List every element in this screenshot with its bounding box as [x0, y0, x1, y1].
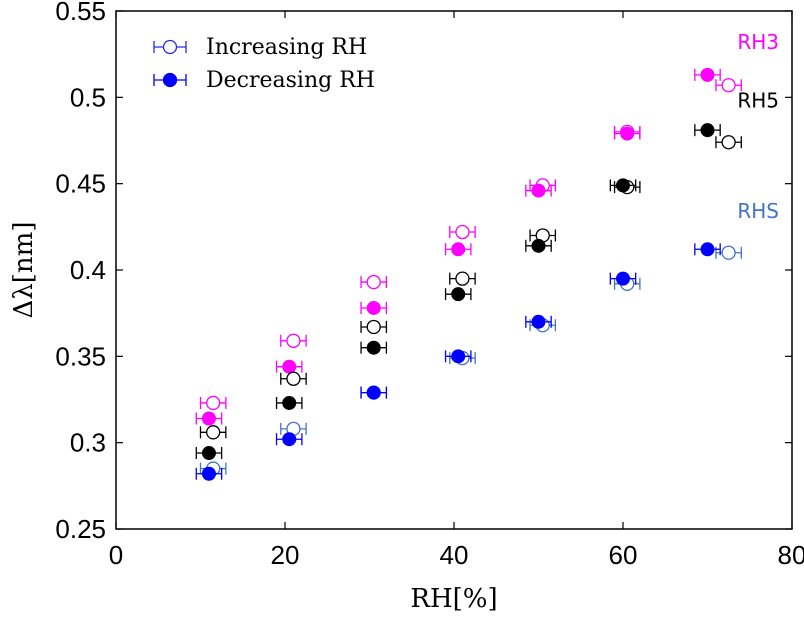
x-tick-label: 0 — [109, 540, 123, 570]
rh5-increasing-point — [206, 425, 221, 440]
series-annotations: RH3 RH5 RHS — [737, 30, 779, 223]
y-tick-label: 0.4 — [70, 255, 106, 285]
y-tick-label: 0.5 — [70, 82, 106, 112]
x-axis-label: RH[%] — [410, 584, 497, 614]
legend: Increasing RH Decreasing RH — [153, 35, 375, 93]
rh5-decreasing-point — [700, 123, 715, 138]
y-tick-label: 0.3 — [70, 428, 106, 458]
rh3-decreasing-point — [366, 300, 381, 315]
rh3-increasing-point — [206, 395, 221, 411]
rh5-decreasing-point — [201, 446, 216, 461]
y-tick-label: 0.55 — [55, 0, 106, 26]
rh3-decreasing-point — [451, 242, 466, 257]
rh3-increasing-point — [366, 274, 381, 290]
rhs-increasing-point — [721, 245, 736, 260]
data-marks — [195, 67, 742, 481]
rh3-decreasing-point — [620, 126, 635, 141]
rh5-decreasing-point — [451, 287, 466, 302]
legend-marker — [162, 39, 178, 55]
rhs-decreasing-point — [700, 242, 715, 257]
rh5-increasing-point — [366, 319, 381, 335]
x-tick-label: 40 — [440, 540, 469, 570]
series-tag-rh3: RH3 — [737, 30, 779, 54]
rh3-decreasing-point — [282, 359, 297, 374]
y-axis-label: Δλ[nm] — [9, 222, 39, 319]
rhs-decreasing-point — [366, 385, 381, 400]
rhs-decreasing-point — [616, 271, 630, 286]
rhs-decreasing-point — [451, 349, 466, 364]
x-tick-label: 60 — [609, 540, 638, 570]
rhs-decreasing-point — [531, 314, 546, 329]
rh5-decreasing-point — [531, 238, 546, 253]
rh3-increasing-point — [286, 333, 301, 348]
rh5-decreasing-point — [616, 178, 630, 193]
rh3-increasing-point — [721, 78, 736, 93]
rhs-decreasing-point — [282, 432, 297, 447]
y-tick-label: 0.35 — [55, 341, 106, 371]
series-tag-rh5: RH5 — [737, 89, 779, 113]
x-tick-label: 20 — [271, 540, 300, 570]
legend-label: Decreasing RH — [206, 68, 375, 93]
rh3-decreasing-point — [700, 67, 715, 82]
axis-ticks: 0 20 40 60 80 0.25 0.3 0.35 0.4 0.45 0.5 0.55 — [55, 0, 804, 570]
rh5-increasing-point — [286, 371, 301, 386]
y-tick-label: 0.45 — [55, 169, 106, 199]
rh5-decreasing-point — [282, 395, 297, 410]
rh3-increasing-point — [455, 224, 470, 240]
rhs-decreasing-point — [201, 466, 216, 481]
series-tag-rhs: RHS — [737, 199, 779, 223]
x-tick-label: 80 — [778, 540, 804, 570]
rh3-decreasing-point — [201, 411, 216, 426]
y-tick-label: 0.25 — [55, 514, 106, 544]
legend-marker — [162, 72, 178, 88]
rh3-decreasing-point — [531, 183, 546, 198]
rh5-increasing-point — [721, 135, 736, 150]
rh5-increasing-point — [455, 271, 470, 286]
rh5-decreasing-point — [366, 340, 381, 355]
legend-label: Increasing RH — [206, 35, 367, 60]
